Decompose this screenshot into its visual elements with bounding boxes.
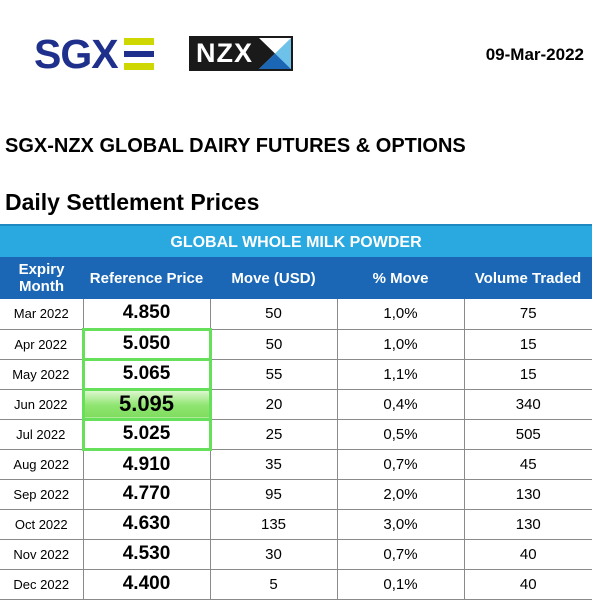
- expiry-month-cell: Jun 2022: [0, 388, 84, 420]
- sgx-logo: SGX: [34, 31, 154, 77]
- table-row: Nov 2022 4.530 30 0,7% 40: [0, 538, 592, 570]
- sgx-logo-text: SGX: [34, 31, 119, 77]
- pct-move-cell: 0,7%: [336, 448, 465, 480]
- pct-move-cell: 1,0%: [336, 328, 465, 360]
- expiry-month-cell: Oct 2022: [0, 508, 84, 540]
- pct-move-cell: 0,7%: [336, 538, 465, 570]
- prices-table: Expiry Month Reference Price Move (USD) …: [0, 257, 592, 600]
- move-cell: 30: [209, 538, 338, 570]
- volume-cell: 340: [463, 388, 592, 420]
- expiry-month-cell: Aug 2022: [0, 448, 84, 480]
- pct-move-cell: 0,5%: [336, 418, 465, 450]
- move-cell: 20: [209, 388, 338, 420]
- reference-price-cell: 4.530: [82, 538, 211, 570]
- reference-price-cell: 4.400: [82, 568, 211, 600]
- table-row: Aug 2022 4.910 35 0,7% 45: [0, 448, 592, 480]
- pct-move-cell: 1,1%: [336, 358, 465, 390]
- move-cell: 135: [209, 508, 338, 540]
- expiry-month-cell: Dec 2022: [0, 568, 84, 600]
- reference-price-cell: 4.770: [82, 478, 211, 510]
- column-header-volume: Volume Traded: [464, 257, 592, 299]
- reference-price-cell-peak: 5.095: [81, 387, 212, 421]
- pct-move-cell: 1,0%: [336, 299, 465, 330]
- expiry-month-cell: May 2022: [0, 358, 84, 390]
- reference-price-cell-highlighted: 5.065: [81, 357, 212, 391]
- table-row: May 2022 5.065 55 1,1% 15: [0, 357, 592, 391]
- product-header: GLOBAL WHOLE MILK POWDER: [0, 224, 592, 257]
- table-row: Apr 2022 5.050 50 1,0% 15: [0, 327, 592, 361]
- volume-cell: 45: [463, 448, 592, 480]
- expiry-month-cell: Jul 2022: [0, 418, 84, 450]
- pct-move-cell: 0,1%: [336, 568, 465, 600]
- table-row: Jul 2022 5.025 25 0,5% 505: [0, 417, 592, 451]
- column-header-row: Expiry Month Reference Price Move (USD) …: [0, 257, 592, 299]
- expiry-month-cell: Nov 2022: [0, 538, 84, 570]
- column-header-expiry: Expiry Month: [0, 257, 83, 299]
- settlement-table: GLOBAL WHOLE MILK POWDER Expiry Month Re…: [0, 224, 592, 600]
- expiry-month-cell: Apr 2022: [0, 328, 84, 360]
- pct-move-cell: 2,0%: [336, 478, 465, 510]
- move-cell: 50: [209, 299, 338, 330]
- move-cell: 50: [209, 328, 338, 360]
- page-title: SGX-NZX GLOBAL DAIRY FUTURES & OPTIONS: [5, 135, 466, 157]
- volume-cell: 15: [463, 328, 592, 360]
- move-cell: 35: [209, 448, 338, 480]
- expiry-month-cell: Mar 2022: [0, 299, 84, 330]
- table-row: Sep 2022 4.770 95 2,0% 130: [0, 478, 592, 510]
- column-header-pct-move: % Move: [337, 257, 464, 299]
- table-row: Oct 2022 4.630 135 3,0% 130: [0, 508, 592, 540]
- table-row: Mar 2022 4.850 50 1,0% 75: [0, 299, 592, 330]
- volume-cell: 15: [463, 358, 592, 390]
- column-header-reference-price: Reference Price: [83, 257, 210, 299]
- pct-move-cell: 3,0%: [336, 508, 465, 540]
- volume-cell: 40: [463, 568, 592, 600]
- nzx-logo-text: NZX: [191, 38, 259, 69]
- volume-cell: 505: [463, 418, 592, 450]
- section-title: Daily Settlement Prices: [5, 189, 260, 215]
- reference-price-cell: 4.630: [82, 508, 211, 540]
- volume-cell: 130: [463, 478, 592, 510]
- reference-price-cell-highlighted: 5.025: [81, 417, 212, 451]
- table-row: Jun 2022 5.095 20 0,4% 340: [0, 387, 592, 421]
- move-cell: 5: [209, 568, 338, 600]
- move-cell: 95: [209, 478, 338, 510]
- nzx-logo-mark-icon: [259, 38, 291, 69]
- move-cell: 55: [209, 358, 338, 390]
- volume-cell: 75: [463, 299, 592, 330]
- reference-price-cell-highlighted: 5.050: [81, 327, 212, 361]
- move-cell: 25: [209, 418, 338, 450]
- volume-cell: 130: [463, 508, 592, 540]
- volume-cell: 40: [463, 538, 592, 570]
- reference-price-cell: 4.850: [82, 299, 211, 330]
- reference-price-cell: 4.910: [82, 448, 211, 480]
- expiry-month-cell: Sep 2022: [0, 478, 84, 510]
- nzx-logo: NZX: [189, 36, 293, 71]
- column-header-move: Move (USD): [210, 257, 337, 299]
- report-date: 09-Mar-2022: [485, 45, 584, 64]
- table-row: Dec 2022 4.400 5 0,1% 40: [0, 568, 592, 600]
- pct-move-cell: 0,4%: [336, 388, 465, 420]
- sgx-logo-bars-icon: [123, 38, 154, 70]
